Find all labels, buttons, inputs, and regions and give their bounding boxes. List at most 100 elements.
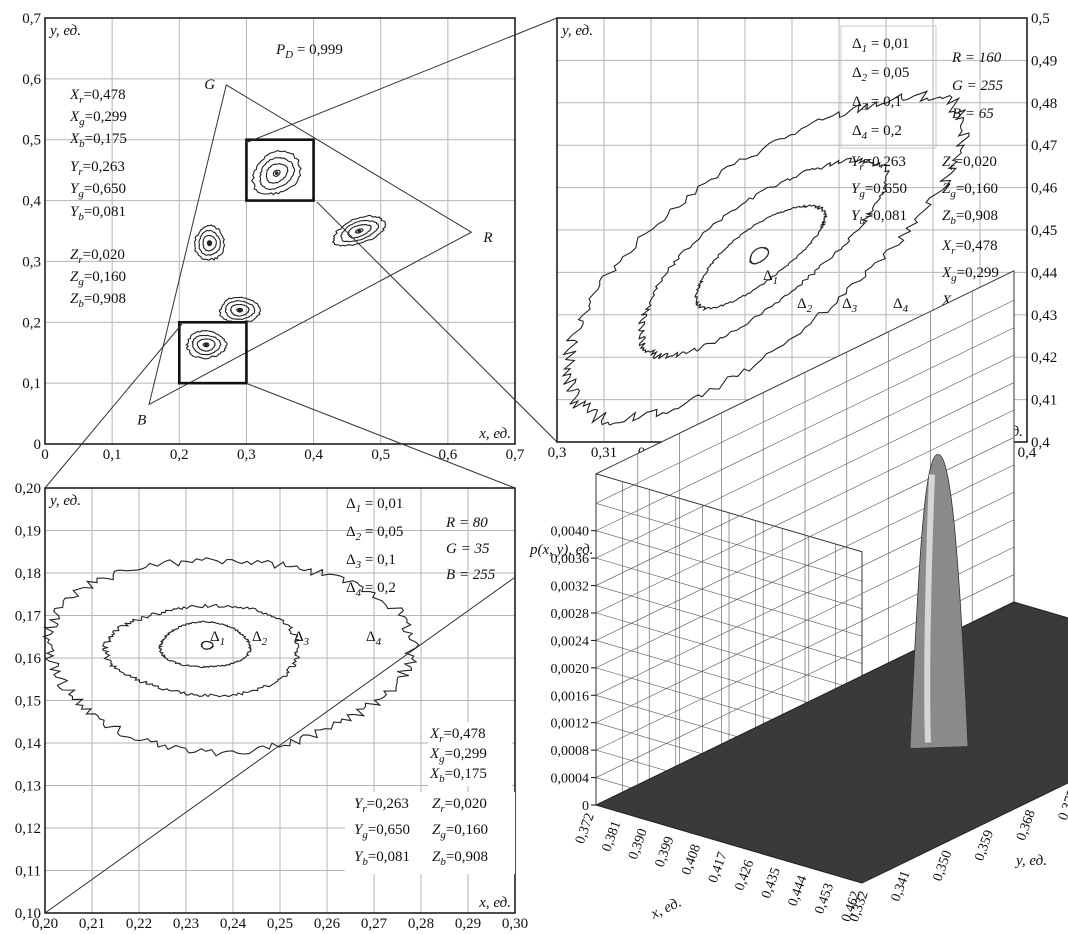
level-label-4: Δ4 <box>366 629 382 648</box>
cluster-contour <box>236 307 244 313</box>
param-8: Zb=0,908 <box>70 291 126 310</box>
level-value-1: Δ1 = 0,01 <box>346 496 403 515</box>
rgb-value-1: G = 35 <box>446 541 490 557</box>
chart-overview: 0 0,1 0,2 0,3 0,4 0,5 0,6 0,7 0 0,1 0,2 0,3 0,4 0,5 0,… <box>22 11 525 463</box>
param-3: Zr=0,020 <box>942 154 997 173</box>
cluster-contour <box>202 234 217 252</box>
z-tick-label: 0,0024 <box>551 634 590 649</box>
cluster-contour <box>196 338 216 352</box>
connector-line <box>247 383 516 489</box>
x-tick-label: 0,30 <box>502 916 528 932</box>
vertex-label-g: G <box>204 77 215 93</box>
y-tick-label: 0,43 <box>1031 308 1057 324</box>
zoom-box <box>245 138 315 202</box>
x-tick-label: 0,417 <box>706 850 731 885</box>
param-3: Yr=0,263 <box>354 796 409 815</box>
y-tick-label: 0,3 <box>22 254 41 270</box>
y-tick-label: 0,48 <box>1031 96 1057 112</box>
x-tick-label: 0,27 <box>361 916 388 932</box>
param-0: Xr=0,478 <box>69 87 126 106</box>
z-tick-label: 0,0016 <box>551 689 590 704</box>
param-6: Zr=0,020 <box>70 247 125 266</box>
level-value-3: Δ3 = 0,1 <box>346 552 396 571</box>
param-5: Yb=0,081 <box>70 204 126 223</box>
cluster-contour <box>331 214 387 247</box>
contour-level-1 <box>200 640 215 651</box>
x-tick-label: 0,26 <box>314 916 341 932</box>
z-axis-label: p(x, y), ед. <box>529 542 593 558</box>
x-tick-label: 0,435 <box>759 866 784 901</box>
x-tick-label: 0,453 <box>812 881 837 916</box>
y-tick-label: 0,19 <box>15 524 41 540</box>
vertex-label-r: R <box>482 230 492 246</box>
rgb-value-0: R = 160 <box>951 50 1002 66</box>
level-label-1: Δ1 <box>763 268 778 287</box>
plot-frame <box>44 487 516 914</box>
y-tick-label: 0,12 <box>15 821 41 837</box>
z-tick-label: 0,0028 <box>551 607 590 622</box>
cluster-contour <box>185 330 228 360</box>
y-tick-label: 0,6 <box>22 72 41 88</box>
contour-level-3 <box>637 157 891 360</box>
y-tick-label: 0,1 <box>22 376 41 392</box>
param-1: Xg=0,299 <box>69 109 127 128</box>
z-tick-label: 0,0040 <box>551 525 590 540</box>
y-tick-label: 0,42 <box>1031 350 1057 366</box>
y-tick-label: 0,377 <box>1056 788 1068 823</box>
param-2: Xb=0,175 <box>429 766 487 785</box>
y-tick-label: 0,5 <box>1031 11 1050 27</box>
x-tick-label: 0,31 <box>591 445 617 461</box>
param-mask-2 <box>345 792 515 874</box>
contour-level-4 <box>561 90 970 426</box>
connector-line <box>44 323 183 489</box>
chart-zoom-blue: 0,20 0,21 0,22 0,23 0,24 0,25 0,26 0,27 0,28 0,29… <box>15 481 528 932</box>
plot-frame <box>44 17 516 445</box>
x-tick-label: 0,22 <box>126 916 152 932</box>
y-tick-label: 0,41 <box>1031 393 1057 409</box>
zoom-connectors <box>44 17 558 489</box>
z-tick-label: 0 <box>582 799 589 814</box>
param-6: Xr=0,478 <box>941 238 998 257</box>
z-tick-label: 0,0036 <box>551 552 590 567</box>
x-tick-label: 0 <box>41 447 49 463</box>
cluster-contour <box>347 224 372 239</box>
y-tick-label: 0,46 <box>1031 181 1058 197</box>
cluster-contour <box>272 169 281 177</box>
x-tick-label: 0,28 <box>408 916 434 932</box>
x-tick-label: 0,3 <box>548 445 567 461</box>
y-tick-label: 0,4 <box>22 194 41 210</box>
y-axis-label: y, ед. <box>48 493 81 509</box>
level-value-3: Δ3 = 0,1 <box>852 94 902 113</box>
contour-level-3 <box>102 603 301 698</box>
y-tick-label: 0,20 <box>15 481 41 497</box>
zoom-box <box>177 320 248 385</box>
z-tick-label: 0,0032 <box>551 580 590 595</box>
cluster-center <box>357 229 362 233</box>
cluster-center <box>204 343 208 347</box>
detection-probability: PD = 0,999 <box>275 42 343 61</box>
x-tick-label: 0,372 <box>573 811 598 846</box>
cluster-contour <box>218 296 261 324</box>
y-tick-label: 0,5 <box>22 133 41 149</box>
param-5: Yb=0,081 <box>354 849 410 868</box>
legend-box <box>840 25 937 149</box>
param-2: Xb=0,175 <box>69 131 127 150</box>
param-4: Zg=0,160 <box>942 181 998 200</box>
peak-highlight <box>924 474 935 743</box>
param-5: Zb=0,908 <box>942 208 998 227</box>
x-tick-label: 0,2 <box>170 447 189 463</box>
x-tick-label: 0,24 <box>220 916 247 932</box>
chart-probability-surface: 0 0,0004 0,0008 0,0012 0,0016 0,0020 0,0024 0,0… <box>529 270 1068 924</box>
contour-level-1 <box>748 246 770 265</box>
y-tick-label: 0,368 <box>1014 808 1039 843</box>
rgb-value-0: R = 80 <box>445 515 488 531</box>
contour-level-4 <box>42 557 420 757</box>
cluster-contour <box>202 342 210 348</box>
cluster-contour <box>194 224 226 261</box>
color-gamut-triangle <box>148 84 473 406</box>
y-tick-label: 0,44 <box>1031 265 1058 281</box>
z-tick-label: 0,0012 <box>551 717 590 732</box>
x-tick-label: 0,399 <box>653 835 678 870</box>
cluster-contour <box>229 303 250 317</box>
